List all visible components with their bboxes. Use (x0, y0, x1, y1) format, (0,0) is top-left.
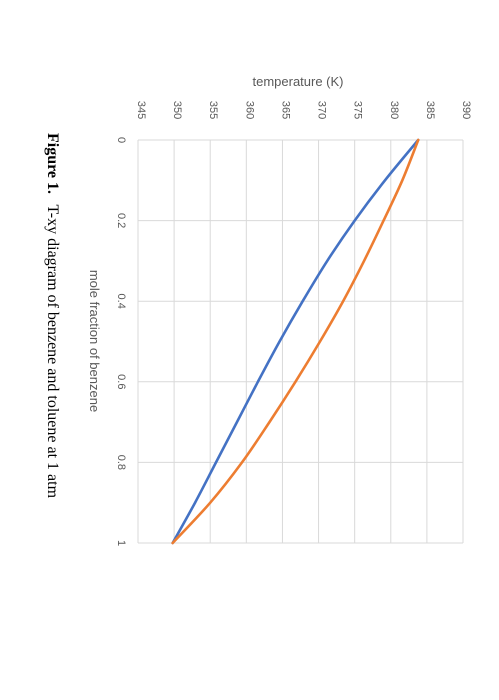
x-axis-label: mole fraction of benzene (87, 270, 102, 412)
y-tick-label: 365 (279, 101, 291, 119)
chart-plot-area (171, 138, 420, 545)
y-axis-ticks: 345 350 355 360 365 370 375 380 385 390 (135, 101, 472, 119)
y-tick-label: 345 (135, 101, 147, 119)
x-tick-label: 1 (115, 540, 127, 546)
x-axis-ticks: 0 0.2 0.4 0.6 0.8 1 (115, 137, 127, 546)
caption-label: Figure 1. (44, 133, 61, 194)
y-tick-label: 355 (207, 101, 219, 119)
series-line-blue (171, 138, 420, 545)
y-tick-label: 350 (171, 101, 183, 119)
y-tick-label: 360 (243, 101, 255, 119)
svg-text:Figure 1. T-xy diagram o: Figure 1. T-xy diagram of benzene and to… (44, 133, 61, 499)
figure-caption: Figure 1. T-xy diagram of benzene and to… (44, 133, 61, 499)
chart-gridlines (137, 139, 464, 544)
caption-text: T-xy diagram of benzene and toluene at 1… (44, 204, 61, 498)
y-axis-label: temperature (K) (252, 74, 343, 89)
y-tick-label: 375 (352, 101, 364, 119)
y-tick-label: 380 (388, 101, 400, 119)
y-tick-label: 370 (316, 101, 328, 119)
x-tick-label: 0.8 (115, 455, 127, 470)
x-tick-label: 0 (115, 137, 127, 143)
y-tick-label: 390 (460, 101, 472, 119)
x-tick-label: 0.2 (115, 213, 127, 228)
y-tick-label: 385 (424, 101, 436, 119)
x-tick-label: 0.6 (115, 374, 127, 389)
x-tick-label: 0.4 (115, 294, 127, 309)
series-line-orange (171, 138, 420, 545)
